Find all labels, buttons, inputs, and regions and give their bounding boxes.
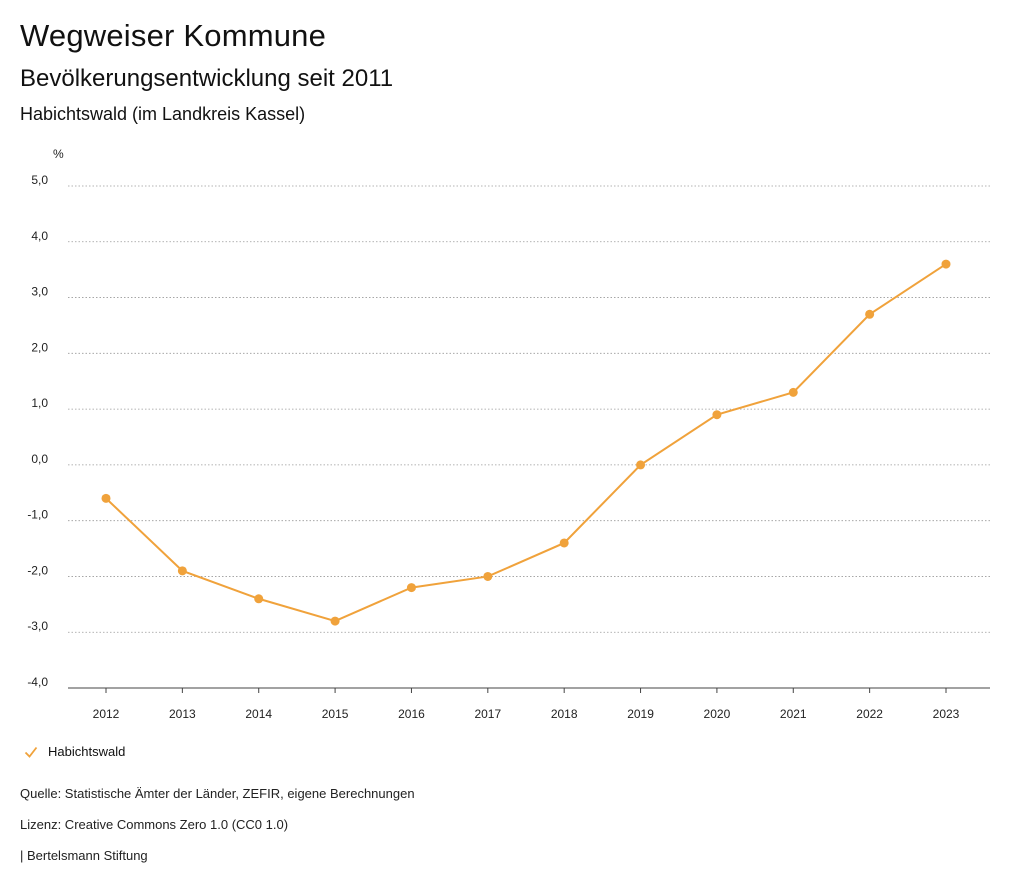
y-tick-label: -2,0 — [27, 563, 48, 577]
data-point[interactable] — [559, 538, 569, 548]
x-tick-label: 2014 — [245, 707, 272, 720]
y-tick-label: 5,0 — [31, 173, 48, 187]
y-tick-label: 3,0 — [31, 285, 48, 299]
x-tick-label: 2019 — [627, 707, 654, 720]
x-tick-label: 2016 — [398, 707, 425, 720]
data-point[interactable] — [177, 566, 187, 576]
y-tick-label: 0,0 — [31, 452, 48, 466]
y-axis-ticks: 5,0 4,0 3,0 2,0 1,0 0,0 -1,0 -2,0 -3,0 -4,0 — [27, 173, 48, 689]
x-tick-label: 2013 — [169, 707, 196, 720]
data-point[interactable] — [941, 259, 951, 269]
chart-title: Wegweiser Kommune — [20, 18, 327, 53]
series-line — [105, 263, 947, 623]
grid-lines — [68, 185, 990, 689]
x-tick-label: 2021 — [780, 707, 807, 720]
data-point[interactable] — [330, 616, 340, 626]
x-axis-ticks: 2012 2013 2014 2015 2016 2017 2018 2019 2020 2021… — [68, 687, 990, 720]
data-point[interactable] — [406, 583, 416, 593]
legend-check-icon — [24, 746, 38, 758]
data-point[interactable] — [483, 571, 493, 581]
y-axis-unit-label: % — [53, 147, 64, 161]
x-tick-label: 2022 — [856, 707, 883, 720]
data-point[interactable] — [636, 460, 646, 470]
x-tick-label: 2015 — [322, 707, 349, 720]
y-tick-label: -1,0 — [27, 508, 48, 522]
line-chart: % 5,0 4,0 3,0 2,0 1,0 0,0 -1,0 -2,0 -3,0 -4,0 201… — [27, 147, 990, 720]
region-label: Habichtswald (im Landkreis Kassel) — [20, 104, 306, 124]
y-tick-label: 4,0 — [31, 229, 48, 243]
x-tick-label: 2023 — [933, 707, 960, 720]
y-tick-label: -4,0 — [27, 675, 48, 689]
y-tick-label: 2,0 — [31, 340, 48, 354]
series-habichtswald — [101, 259, 951, 626]
legend-label-habichtswald: Habichtswald — [48, 744, 126, 759]
data-point[interactable] — [788, 387, 798, 397]
data-point[interactable] — [865, 309, 875, 319]
x-tick-label: 2020 — [704, 707, 731, 720]
legend[interactable]: Habichtswald — [24, 744, 125, 759]
x-tick-label: 2017 — [474, 707, 501, 720]
x-tick-label: 2012 — [93, 707, 120, 720]
chart-subtitle: Bevölkerungsentwicklung seit 2011 — [20, 65, 394, 92]
license-note: Lizenz: Creative Commons Zero 1.0 (CC0 1… — [20, 817, 289, 832]
data-point[interactable] — [712, 410, 722, 420]
y-tick-label: -3,0 — [27, 619, 48, 633]
y-tick-label: 1,0 — [31, 396, 48, 410]
x-tick-label: 2018 — [551, 707, 578, 720]
source-note: Quelle: Statistische Ämter der Länder, Z… — [20, 786, 415, 801]
publisher-note: | Bertelsmann Stiftung — [20, 848, 148, 863]
data-point[interactable] — [254, 594, 264, 604]
data-point[interactable] — [101, 493, 111, 503]
